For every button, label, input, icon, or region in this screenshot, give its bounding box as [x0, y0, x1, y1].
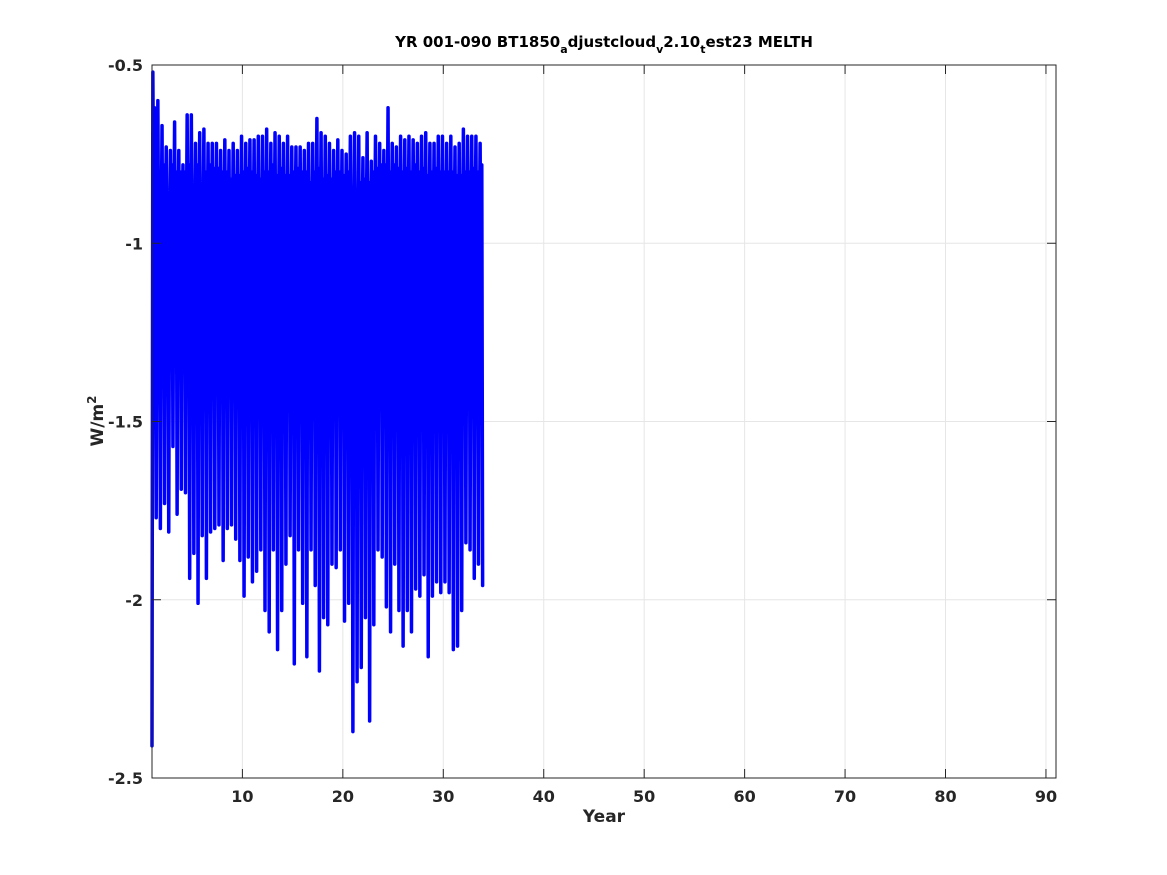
x-tick-label: 30: [432, 787, 454, 806]
x-tick-label: 90: [1035, 787, 1057, 806]
x-tick-label: 20: [332, 787, 354, 806]
x-axis-label: Year: [582, 807, 626, 827]
x-tick-label: 60: [733, 787, 755, 806]
x-tick-labels: 10 20 30 40 50 60 70 80 90: [231, 787, 1057, 806]
y-tick-label: -1.5: [108, 413, 143, 432]
y-axis-label: W/m2: [85, 395, 108, 446]
tick-marks: [152, 64, 1056, 779]
x-tick-label: 80: [934, 787, 956, 806]
y-tick-label: -1: [125, 234, 143, 253]
y-tick-labels: -2.5 -2 -1.5 -1 -0.5: [108, 56, 143, 788]
x-tick-label: 10: [231, 787, 253, 806]
x-tick-label: 70: [834, 787, 856, 806]
x-tick-label: 40: [533, 787, 555, 806]
y-tick-label: -0.5: [108, 56, 143, 75]
y-tick-label: -2.5: [108, 769, 143, 788]
y-tick-label: -2: [125, 591, 143, 610]
chart-title: YR 001-090 BT1850adjustcloudv2.10test23 …: [394, 33, 813, 56]
series-group: [150, 70, 485, 748]
series-line: [150, 70, 485, 748]
x-tick-label: 50: [633, 787, 655, 806]
